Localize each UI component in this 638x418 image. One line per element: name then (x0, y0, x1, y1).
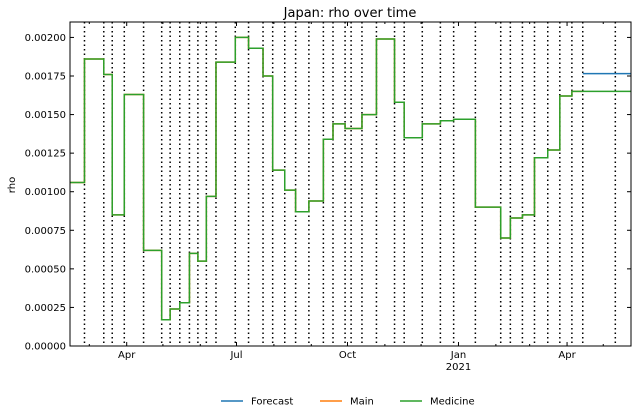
x-tick-label: Apr (118, 350, 136, 361)
axes-frame (69, 21, 632, 347)
y-tick-label: 0.00050 (25, 264, 66, 275)
legend: Forecast Main Medicine (221, 397, 475, 408)
legend-label-forecast: Forecast (251, 397, 293, 408)
chart-title: Japan: rho over time (283, 6, 417, 21)
y-tick-label: 0.00125 (25, 149, 66, 160)
y-tick-label: 0.00100 (25, 187, 66, 198)
x-tick-label: Oct (339, 350, 356, 361)
y-tick-label: 0.00150 (25, 110, 66, 121)
legend-label-main: Main (350, 397, 374, 408)
x-tick-label: Jan (450, 350, 466, 361)
y-tick-label: 0.00025 (25, 303, 66, 314)
series-line-main (70, 36, 583, 321)
plot-area: 0.00000 0.00025 0.00050 0.00075 0.00100 0.001… (25, 21, 632, 373)
y-tick-label: 0.00200 (25, 33, 66, 44)
series-line-medicine (70, 36, 631, 321)
y-tick-label: 0.00175 (25, 72, 66, 83)
y-tick-label: 0.00000 (25, 342, 66, 353)
y-axis-label: rho (7, 177, 18, 193)
x-tick-sublabel: 2021 (446, 362, 471, 373)
x-tick-label: Jul (229, 350, 242, 361)
x-tick-label: Apr (558, 350, 576, 361)
y-tick-label: 0.00075 (25, 226, 66, 237)
legend-label-medicine: Medicine (430, 397, 475, 408)
